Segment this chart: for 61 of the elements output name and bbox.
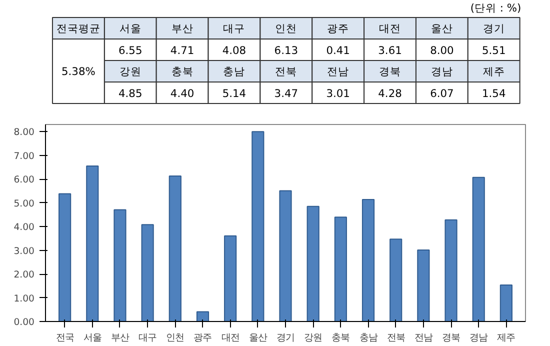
- category-label: 울산: [430, 22, 453, 35]
- category-label: 인천: [275, 22, 298, 35]
- x-tick-label: 경북: [442, 332, 460, 344]
- category-label: 제주: [482, 64, 505, 78]
- text: 6.13: [274, 44, 298, 57]
- x-tick-label: 전남: [414, 332, 432, 344]
- category-label: 대전: [379, 22, 402, 35]
- x-tick-label: 부산: [110, 332, 129, 344]
- x-tick-label: 전국: [56, 332, 74, 344]
- x-tick-label: 충북: [332, 332, 350, 344]
- y-tick-label: 7.00: [14, 150, 35, 162]
- text: 5.51: [482, 44, 506, 57]
- x-tick-label: 인천: [166, 332, 184, 344]
- y-tick-label: 4.00: [14, 222, 35, 234]
- category-label: 경북: [379, 64, 402, 78]
- category-label: 전남: [327, 64, 350, 78]
- category-label: 충북: [171, 64, 194, 78]
- category-label: 부산: [171, 22, 194, 35]
- text: 1.54: [482, 86, 506, 100]
- category-label: 대구: [223, 22, 246, 35]
- text: 5.14: [222, 86, 246, 100]
- y-tick-label: 3.00: [14, 246, 35, 257]
- text: 전국평균: [56, 22, 100, 35]
- category-label: 전북: [275, 64, 298, 78]
- text: 4.71: [170, 44, 194, 57]
- x-tick-label: 광주: [194, 332, 212, 344]
- y-tick-label: 5.00: [14, 198, 35, 210]
- x-tick-label: 서울: [83, 332, 102, 344]
- y-tick-label: 2.00: [14, 270, 35, 281]
- text: 0.41: [326, 44, 350, 57]
- category-label: 충남: [223, 64, 246, 78]
- x-tick-label: 제주: [497, 332, 516, 344]
- text: 4.08: [222, 44, 246, 57]
- text: 3.01: [326, 86, 350, 100]
- text: 6.55: [118, 44, 142, 57]
- category-label: 서울: [119, 22, 142, 35]
- x-tick-label: 강원: [304, 332, 322, 344]
- x-tick-label: 울산: [248, 332, 267, 344]
- x-tick-label: 대구: [138, 332, 157, 344]
- y-tick-label: 6.00: [14, 174, 35, 186]
- text: 6.07: [430, 86, 454, 100]
- category-label: 광주: [327, 22, 350, 35]
- x-tick-label: 충남: [359, 332, 378, 344]
- category-label: 강원: [119, 64, 142, 78]
- y-tick-label: 1.00: [14, 293, 35, 304]
- x-tick-label: 전북: [386, 332, 405, 344]
- x-tick-label: 경기: [276, 332, 294, 344]
- text: 5.38%: [62, 64, 96, 78]
- text: 3.61: [378, 44, 402, 57]
- text: 4.40: [170, 86, 194, 100]
- category-label: 경남: [430, 64, 453, 78]
- x-tick-label: 대전: [221, 332, 240, 344]
- text: 4.85: [118, 86, 142, 100]
- text: 4.28: [378, 86, 402, 100]
- y-tick-label: 0.00: [14, 317, 35, 328]
- category-label: 경기: [482, 22, 505, 35]
- x-tick-label: 경남: [470, 332, 488, 344]
- y-tick-label: 8.00: [14, 127, 35, 138]
- text: 8.00: [430, 44, 454, 57]
- text: 3.47: [274, 86, 298, 100]
- text: (단위 : %): [470, 2, 522, 14]
